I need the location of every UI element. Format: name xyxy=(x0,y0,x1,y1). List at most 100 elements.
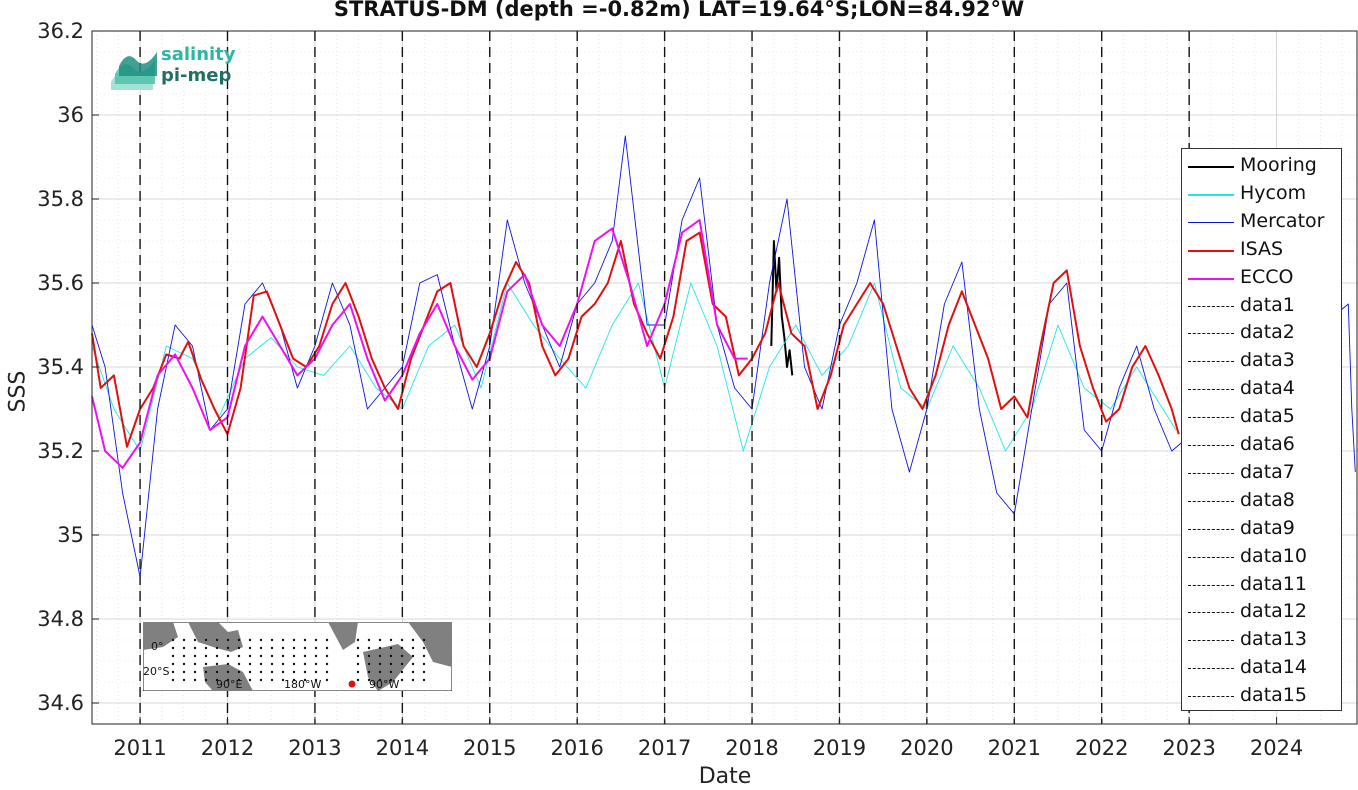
salinity-pimep-logo: salinity pi-mep xyxy=(109,44,244,94)
legend-label: ISAS xyxy=(1240,237,1284,260)
inset-dot xyxy=(182,638,186,642)
legend-item-data3: data3 xyxy=(1182,348,1342,376)
x-axis-label: Date xyxy=(698,764,752,789)
inset-dot xyxy=(171,662,175,666)
inset-dot xyxy=(215,662,219,666)
inset-dot xyxy=(270,646,274,650)
inset-dot xyxy=(422,654,426,658)
inset-dot xyxy=(237,646,241,650)
inset-land-asia xyxy=(188,622,243,652)
inset-dot xyxy=(356,678,360,682)
inset-dot xyxy=(193,670,197,674)
legend-item-data11: data11 xyxy=(1182,572,1342,600)
inset-dot xyxy=(193,678,197,682)
inset-land-west-africa xyxy=(408,622,452,667)
legend-label: data3 xyxy=(1240,349,1295,372)
inset-dot xyxy=(314,678,318,682)
y-tick-label: 35 xyxy=(57,523,84,547)
inset-dot xyxy=(171,670,175,674)
legend-swatch xyxy=(1188,221,1234,223)
legend-item-ecco: ECCO xyxy=(1182,265,1342,293)
inset-dot xyxy=(259,670,263,674)
inset-dot xyxy=(292,638,296,642)
legend-label: data6 xyxy=(1240,433,1295,455)
legend-item-data13: data13 xyxy=(1182,627,1342,655)
legend-label: data1 xyxy=(1240,293,1295,316)
x-tick-label: 2021 xyxy=(988,736,1041,760)
inset-dot xyxy=(367,646,371,650)
inset-dot xyxy=(389,654,393,658)
inset-dot xyxy=(367,670,371,674)
inset-dot xyxy=(400,638,404,642)
inset-dot xyxy=(226,654,230,658)
inset-dot xyxy=(215,646,219,650)
legend-label: data14 xyxy=(1240,656,1307,679)
inset-dot xyxy=(193,646,197,650)
legend-label: data2 xyxy=(1240,321,1295,344)
inset-dot xyxy=(400,662,404,666)
legend-swatch xyxy=(1188,584,1234,586)
inset-dot xyxy=(182,654,186,658)
inset-dot xyxy=(411,654,415,658)
inset-dot xyxy=(182,662,186,666)
inset-dot xyxy=(411,678,415,682)
inset-axis-label: 90°W xyxy=(369,678,399,691)
logo-text-line1: salinity xyxy=(161,44,236,65)
inset-axis-label: 0° xyxy=(151,640,164,653)
inset-dot xyxy=(378,662,382,666)
legend-item-data10: data10 xyxy=(1182,544,1342,572)
inset-dot xyxy=(193,638,197,642)
inset-dot xyxy=(292,670,296,674)
inset-dot xyxy=(303,662,307,666)
x-tick-label: 2011 xyxy=(113,736,166,760)
legend-item-data1: data1 xyxy=(1182,293,1342,321)
legend-swatch xyxy=(1188,500,1234,502)
legend-item-mercator: Mercator xyxy=(1182,209,1342,237)
inset-dot xyxy=(259,662,263,666)
legend-label: Mercator xyxy=(1240,209,1325,232)
inset-dot xyxy=(281,678,285,682)
inset-dot xyxy=(281,654,285,658)
inset-dot xyxy=(226,638,230,642)
inset-dot xyxy=(325,638,329,642)
legend-item-data2: data2 xyxy=(1182,320,1342,348)
legend-swatch xyxy=(1188,417,1234,419)
plot-frame xyxy=(91,30,1358,725)
inset-dot xyxy=(248,638,252,642)
x-tick-label: 2015 xyxy=(463,736,516,760)
inset-dot xyxy=(193,654,197,658)
inset-dot xyxy=(325,662,329,666)
legend-swatch xyxy=(1188,305,1234,307)
inset-dot xyxy=(411,638,415,642)
inset-dot xyxy=(270,670,274,674)
legend-label: data4 xyxy=(1240,377,1295,400)
inset-mooring-dots xyxy=(171,638,426,682)
inset-dot xyxy=(226,670,230,674)
inset-dot xyxy=(378,678,382,682)
inset-dot xyxy=(378,638,382,642)
inset-dot xyxy=(171,646,175,650)
legend-swatch xyxy=(1188,193,1234,196)
legend-label: data7 xyxy=(1240,460,1295,483)
legend-item-data7: data7 xyxy=(1182,460,1342,488)
inset-dot xyxy=(259,678,263,682)
inset-dot xyxy=(204,638,208,642)
inset-dot xyxy=(248,646,252,650)
inset-land-south-america xyxy=(363,644,413,691)
chart-legend: Mooring Hycom Mercator ISAS ECCO data1 data2 da… xyxy=(1181,148,1342,711)
inset-dot xyxy=(356,638,360,642)
inset-axis-label: 90°E xyxy=(216,678,242,691)
x-tick-label: 2019 xyxy=(813,736,866,760)
inset-dot xyxy=(314,670,318,674)
legend-label: data11 xyxy=(1240,572,1307,595)
legend-label: data12 xyxy=(1240,600,1307,623)
inset-dot xyxy=(204,678,208,682)
inset-dot xyxy=(411,646,415,650)
inset-dot xyxy=(422,646,426,650)
series-line-ecco xyxy=(91,219,748,469)
legend-swatch xyxy=(1188,361,1234,363)
inset-dot xyxy=(411,670,415,674)
legend-swatch xyxy=(1188,472,1234,474)
